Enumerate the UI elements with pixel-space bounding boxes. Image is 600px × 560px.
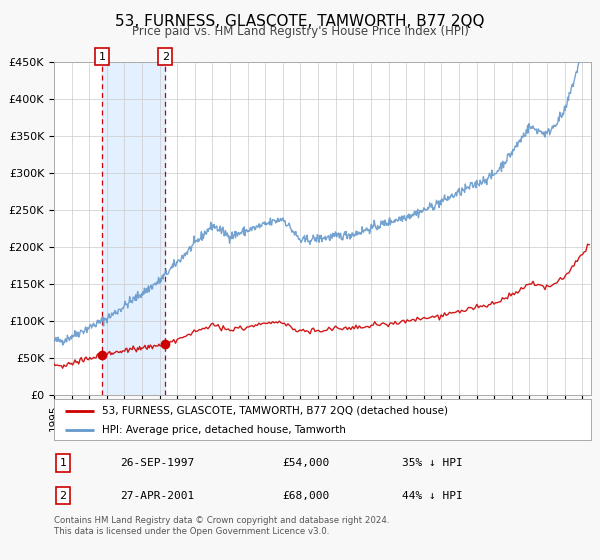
Bar (102, 62, 165, 395)
Text: Price paid vs. HM Land Registry's House Price Index (HPI): Price paid vs. HM Land Registry's House … (131, 25, 469, 38)
Text: 2: 2 (162, 52, 169, 62)
Text: HPI: Average price, detached house, Tamworth: HPI: Average price, detached house, Tamw… (103, 424, 346, 435)
Text: 53, FURNESS, GLASCOTE, TAMWORTH, B77 2QQ (detached house): 53, FURNESS, GLASCOTE, TAMWORTH, B77 2QQ… (103, 405, 448, 416)
Text: £68,000: £68,000 (282, 491, 329, 501)
Text: 26-SEP-1997: 26-SEP-1997 (120, 458, 194, 468)
Text: 1: 1 (99, 52, 106, 62)
Text: £54,000: £54,000 (282, 458, 329, 468)
Text: 27-APR-2001: 27-APR-2001 (120, 491, 194, 501)
Text: 2: 2 (59, 491, 67, 501)
Text: 53, FURNESS, GLASCOTE, TAMWORTH, B77 2QQ: 53, FURNESS, GLASCOTE, TAMWORTH, B77 2QQ (115, 14, 485, 29)
Text: 44% ↓ HPI: 44% ↓ HPI (402, 491, 463, 501)
Text: 1: 1 (59, 458, 67, 468)
Text: Contains HM Land Registry data © Crown copyright and database right 2024.: Contains HM Land Registry data © Crown c… (54, 516, 389, 525)
Text: 35% ↓ HPI: 35% ↓ HPI (402, 458, 463, 468)
Text: This data is licensed under the Open Government Licence v3.0.: This data is licensed under the Open Gov… (54, 527, 329, 536)
